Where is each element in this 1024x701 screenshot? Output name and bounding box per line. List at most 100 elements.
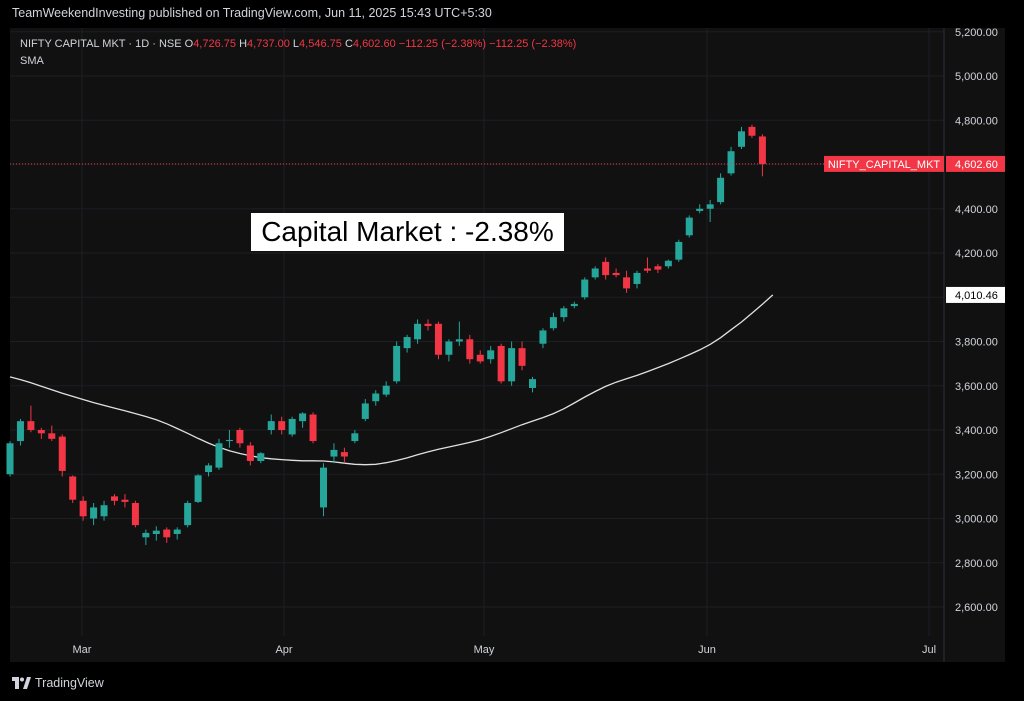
y-tick-label: 4,200.00: [955, 248, 998, 260]
candle-body: [476, 354, 484, 362]
candle-body: [163, 529, 171, 538]
publish-info: TeamWeekendInvesting published on Tradin…: [12, 6, 492, 20]
candle: [403, 334, 411, 353]
candle: [6, 441, 14, 477]
candle-body: [393, 345, 401, 382]
candle-body: [727, 151, 735, 174]
candle: [476, 350, 484, 364]
candle: [37, 427, 45, 439]
y-tick-label: 3,000.00: [955, 514, 998, 526]
candle: [173, 527, 181, 540]
candle: [90, 503, 98, 526]
candle: [445, 339, 453, 362]
footer: TradingView: [12, 676, 104, 690]
candle-body: [257, 453, 265, 461]
candle-body: [27, 421, 35, 430]
change-value-2: −112.25 (−2.38%): [489, 38, 577, 50]
sma-indicator-label[interactable]: SMA: [20, 55, 44, 67]
candle-body: [497, 345, 505, 382]
candle: [570, 301, 578, 309]
candle-body: [121, 499, 129, 502]
candle: [152, 526, 160, 541]
candle: [675, 239, 683, 262]
symbol-line: NIFTY CAPITAL MKT · 1D · NSE: [20, 38, 182, 50]
candle: [518, 341, 526, 371]
candle: [299, 412, 307, 428]
candle: [643, 257, 651, 273]
candle-body: [487, 350, 495, 360]
candle-body: [758, 136, 766, 164]
candle-body: [48, 433, 56, 439]
candle-body: [184, 503, 192, 526]
candle-body: [37, 430, 45, 434]
candle-body: [152, 530, 160, 534]
candle: [758, 134, 766, 177]
candle-body: [717, 177, 725, 203]
candle: [320, 463, 327, 517]
candle-body: [173, 529, 181, 534]
tradingview-logo-icon: [12, 677, 31, 689]
candle: [340, 447, 348, 464]
price-axis: 2,600.00 2,800.00 3,000.00 3,200.00 3,400.00…: [955, 27, 998, 614]
candle-body: [675, 241, 683, 260]
candle-body: [455, 339, 463, 342]
candle-body: [320, 467, 327, 508]
candle-body: [382, 385, 390, 395]
candle: [382, 381, 390, 397]
candle: [434, 321, 442, 360]
candle-body: [633, 272, 641, 284]
candle: [58, 434, 66, 477]
candle-body: [225, 439, 233, 442]
candle: [278, 416, 286, 435]
candle-body: [236, 430, 244, 444]
candle: [738, 126, 745, 150]
candle-body: [508, 348, 516, 382]
chart-frame[interactable]: [10, 28, 1005, 662]
candle: [727, 146, 735, 176]
candle: [696, 204, 704, 214]
sma-layer: [9, 294, 774, 466]
low-label: L: [292, 38, 300, 50]
price-tags: NIFTY_CAPITAL_MKT 4,602.60 4,010.46: [824, 155, 1005, 303]
candle-body: [738, 131, 745, 147]
candle-body: [194, 475, 202, 502]
candle-body: [351, 433, 359, 442]
candle: [633, 270, 641, 289]
candle: [351, 430, 359, 444]
y-tick-label: 5,200.00: [955, 27, 998, 39]
candle-body: [424, 323, 432, 327]
candle: [79, 496, 87, 521]
x-tick-label: Jul: [922, 644, 936, 656]
last-price-tag-value: 4,602.60: [955, 159, 998, 171]
candle-body: [466, 339, 474, 360]
candle: [591, 266, 599, 280]
candle-body: [434, 323, 442, 355]
candle-body: [299, 413, 307, 422]
candle-body: [643, 268, 651, 271]
candle: [685, 215, 693, 238]
candle: [581, 277, 589, 300]
candle: [414, 319, 422, 344]
x-tick-label: Apr: [275, 644, 292, 656]
candle-body: [131, 503, 139, 526]
x-tick-label: Jun: [698, 644, 716, 656]
y-tick-label: 2,600.00: [955, 602, 998, 614]
candle-body: [69, 476, 77, 500]
candle-body: [414, 323, 422, 340]
candle: [361, 399, 369, 422]
candle: [623, 270, 631, 293]
candle: [246, 442, 254, 466]
candle: [69, 475, 77, 504]
candle: [225, 430, 233, 448]
candle-body: [518, 348, 526, 366]
annotation-label: Capital Market : -2.38%: [251, 213, 564, 251]
candle-body: [142, 532, 150, 538]
sma-line: [9, 294, 774, 466]
candle-body: [361, 403, 369, 419]
candle: [372, 390, 380, 406]
candle-body: [58, 436, 66, 471]
candle: [497, 343, 505, 384]
candle-body: [330, 449, 338, 457]
candle-body: [664, 260, 672, 267]
